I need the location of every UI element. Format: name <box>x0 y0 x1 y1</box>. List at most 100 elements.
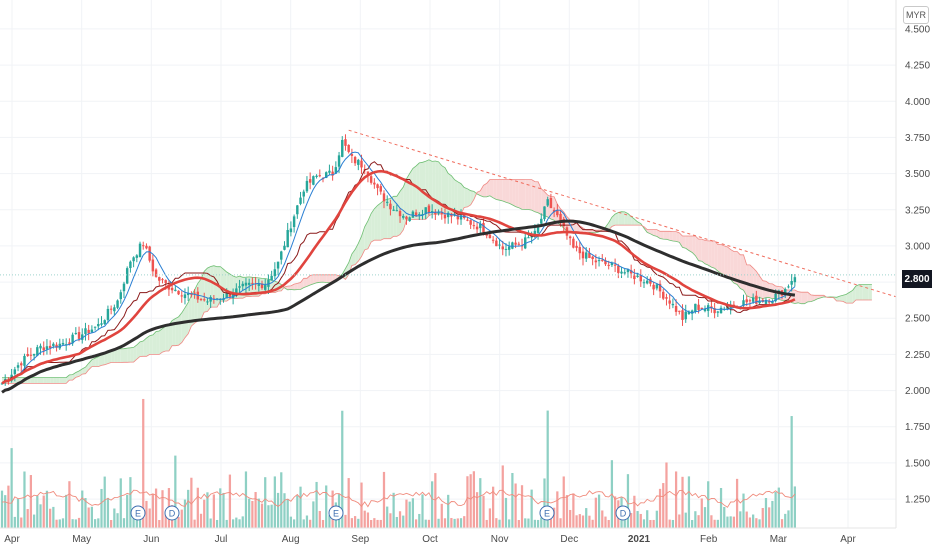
cloud-segment <box>40 377 44 384</box>
y-tick-label: 1.500 <box>905 458 930 469</box>
candle-body <box>678 310 681 312</box>
cloud-segment <box>685 235 689 251</box>
candle-body <box>61 342 65 345</box>
volume-bar <box>475 492 479 528</box>
candle-body <box>504 248 508 250</box>
volume-bar <box>347 478 350 528</box>
volume-bar <box>42 495 45 528</box>
volume-bar <box>299 486 302 528</box>
cloud-segment <box>85 363 89 374</box>
volume-bar <box>248 498 251 528</box>
candle-body <box>645 280 649 284</box>
cloud-segment <box>528 179 532 211</box>
span-b-line <box>2 179 872 384</box>
volume-bar <box>453 518 456 528</box>
volume-bar <box>395 516 398 528</box>
volume-bar <box>251 500 254 528</box>
volume-bar <box>193 519 196 528</box>
volume-bar <box>302 519 305 528</box>
candle-body <box>764 299 768 304</box>
candle-body <box>260 283 264 289</box>
volume-bar <box>646 510 649 528</box>
candle-body <box>559 213 562 221</box>
cloud-segment <box>746 264 750 298</box>
volume-bar <box>681 476 684 528</box>
volume-bar <box>154 488 158 528</box>
time-axis[interactable] <box>0 528 932 550</box>
cloud-segment <box>849 290 853 304</box>
volume-bar <box>90 506 94 528</box>
cloud-segment <box>512 179 516 207</box>
cloud-segment <box>794 289 799 304</box>
candle-body <box>424 207 427 215</box>
volume-bar <box>321 519 325 528</box>
cloud-segment <box>743 254 747 296</box>
candle-body <box>639 275 643 282</box>
candle-body <box>703 308 707 312</box>
volume-bar <box>113 508 116 528</box>
cloud-segment <box>444 167 449 215</box>
volume-bar <box>517 519 520 528</box>
volume-bar <box>65 494 68 528</box>
candle-body <box>209 296 212 302</box>
volume-bar <box>238 519 241 528</box>
candle-body <box>446 212 450 218</box>
candle-body <box>568 236 572 239</box>
volume-bar <box>777 487 780 528</box>
cloud-segment <box>178 312 182 346</box>
volume-bar <box>7 485 10 528</box>
volume-bar <box>745 511 748 528</box>
candle-body <box>623 272 626 274</box>
volume-bar <box>103 476 106 528</box>
cloud-segment <box>688 235 693 253</box>
volume-bar <box>504 497 508 528</box>
cloud-segment <box>143 338 147 357</box>
candle-body <box>408 217 411 222</box>
volume-bar <box>187 489 190 528</box>
cloud-segment <box>98 354 102 367</box>
candle-body <box>97 323 100 327</box>
cloud-segment <box>663 231 667 240</box>
candle-body <box>84 328 87 335</box>
cloud-segment <box>43 377 47 384</box>
candle-body <box>694 303 697 312</box>
volume-bar <box>431 481 434 528</box>
volume-bar <box>543 478 546 528</box>
candle-body <box>758 300 761 304</box>
x-axis-ticks: Apr May Jun Jul Aug Sep Oct Nov Dec 2021 Feb Mar Apr <box>4 534 856 545</box>
candle-body <box>610 262 614 266</box>
price-axis[interactable] <box>896 0 932 530</box>
candle-body <box>13 369 17 375</box>
cloud-segment <box>724 245 728 277</box>
cloud-segment <box>294 283 298 290</box>
volume-bar <box>623 513 626 528</box>
candle-body <box>299 197 302 204</box>
volume-bar <box>286 498 289 528</box>
candle-body <box>135 255 139 258</box>
cloud-segment <box>175 316 179 346</box>
currency-button[interactable]: MYR <box>903 6 929 24</box>
volume-bar <box>549 518 553 528</box>
candle-body <box>578 247 582 254</box>
volume-bar <box>732 516 736 528</box>
cloud-segment <box>393 196 397 237</box>
volume-bar <box>639 513 642 528</box>
volume-bar <box>81 490 84 528</box>
candle-body <box>90 329 94 333</box>
x-tick-label: Sep <box>351 534 369 545</box>
volume-bar <box>392 492 395 528</box>
cloud-segment <box>859 284 863 300</box>
event-marker-label: E <box>135 509 141 519</box>
volume-bar <box>212 494 215 528</box>
candle-body <box>488 234 492 239</box>
candle-body <box>286 230 289 248</box>
candle-body <box>206 301 209 303</box>
cloud-segment <box>846 292 850 304</box>
candle-body <box>100 323 103 325</box>
candle-body <box>145 245 148 249</box>
cloud-segment <box>489 179 494 198</box>
cloud-segment <box>162 326 166 353</box>
candle-body <box>158 277 161 281</box>
candle-body <box>36 347 39 356</box>
